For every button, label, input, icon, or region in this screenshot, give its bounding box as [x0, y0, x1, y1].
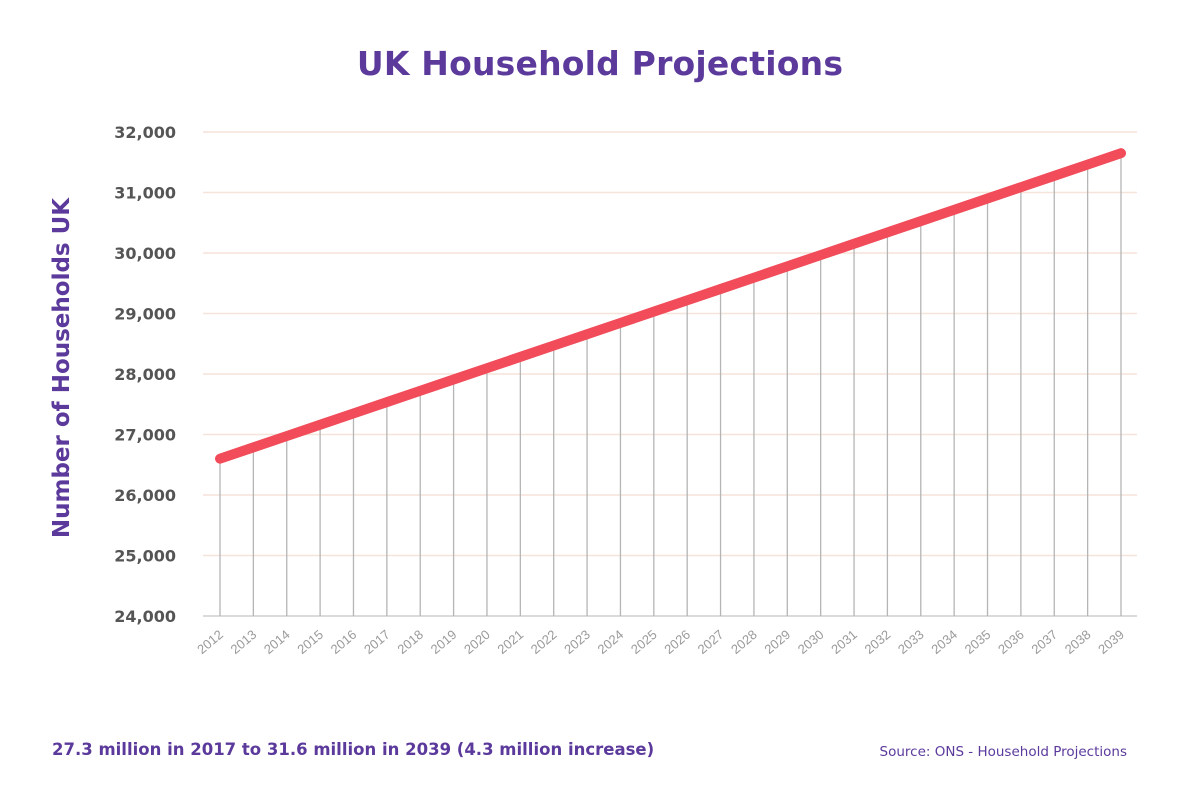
y-tick-label: 28,000 — [114, 365, 176, 384]
y-tick-label: 27,000 — [114, 426, 176, 445]
x-tick-label: 2013 — [228, 627, 260, 657]
y-tick-label: 32,000 — [114, 123, 176, 142]
x-tick-label: 2029 — [761, 627, 793, 657]
x-tick-label: 2014 — [261, 627, 293, 657]
series-line — [215, 148, 1126, 464]
x-tick-label: 2031 — [828, 627, 860, 657]
x-tick-label: 2033 — [895, 627, 927, 657]
x-tick-label: 2038 — [1062, 627, 1094, 657]
x-tick-label: 2037 — [1028, 627, 1060, 657]
y-tick-label: 26,000 — [114, 486, 176, 505]
y-tick-label: 29,000 — [114, 305, 176, 324]
x-tick-label: 2030 — [795, 627, 827, 657]
footnote: 27.3 million in 2017 to 31.6 million in … — [52, 740, 655, 759]
y-tick-label: 25,000 — [114, 547, 176, 566]
x-tick-label: 2016 — [328, 627, 360, 657]
x-tick-label: 2025 — [628, 627, 660, 657]
y-tick-label: 24,000 — [114, 607, 176, 626]
x-tick-label: 2019 — [428, 627, 460, 657]
y-tick-label: 31,000 — [114, 184, 176, 203]
x-tick-label: 2015 — [294, 627, 326, 657]
x-tick-label: 2028 — [728, 627, 760, 657]
x-tick-label: 2023 — [561, 627, 593, 657]
x-tick-label: 2026 — [661, 627, 693, 657]
x-tick-label: 2036 — [995, 627, 1027, 657]
gridlines — [203, 131, 1137, 617]
x-tick-label: 2034 — [928, 627, 960, 657]
x-tick-label: 2035 — [962, 627, 994, 657]
y-tick-label: 30,000 — [114, 244, 176, 263]
x-tick-label: 2027 — [695, 627, 727, 657]
x-tick-label: 2020 — [461, 627, 493, 657]
x-tick-label: 2021 — [494, 627, 526, 657]
x-tick-label: 2017 — [361, 627, 393, 657]
x-tick-label: 2032 — [862, 627, 894, 657]
series-lines — [215, 148, 1126, 464]
source-note: Source: ONS - Household Projections — [879, 744, 1127, 760]
x-tick-label: 2012 — [194, 627, 226, 657]
x-tick-labels: 2012 2013 2014 2015 2016 2017 2018 2019 2020 2021… — [194, 627, 1127, 657]
x-tick-label: 2018 — [394, 627, 426, 657]
x-tick-label: 2024 — [595, 627, 627, 657]
x-tick-label: 2022 — [528, 627, 560, 657]
y-tick-labels: 24,000 25,000 26,000 27,000 28,000 29,000 30,0… — [114, 123, 176, 626]
x-tick-label: 2039 — [1095, 627, 1127, 657]
drop-lines — [219, 153, 1122, 616]
chart-title: UK Household Projections — [356, 44, 844, 83]
